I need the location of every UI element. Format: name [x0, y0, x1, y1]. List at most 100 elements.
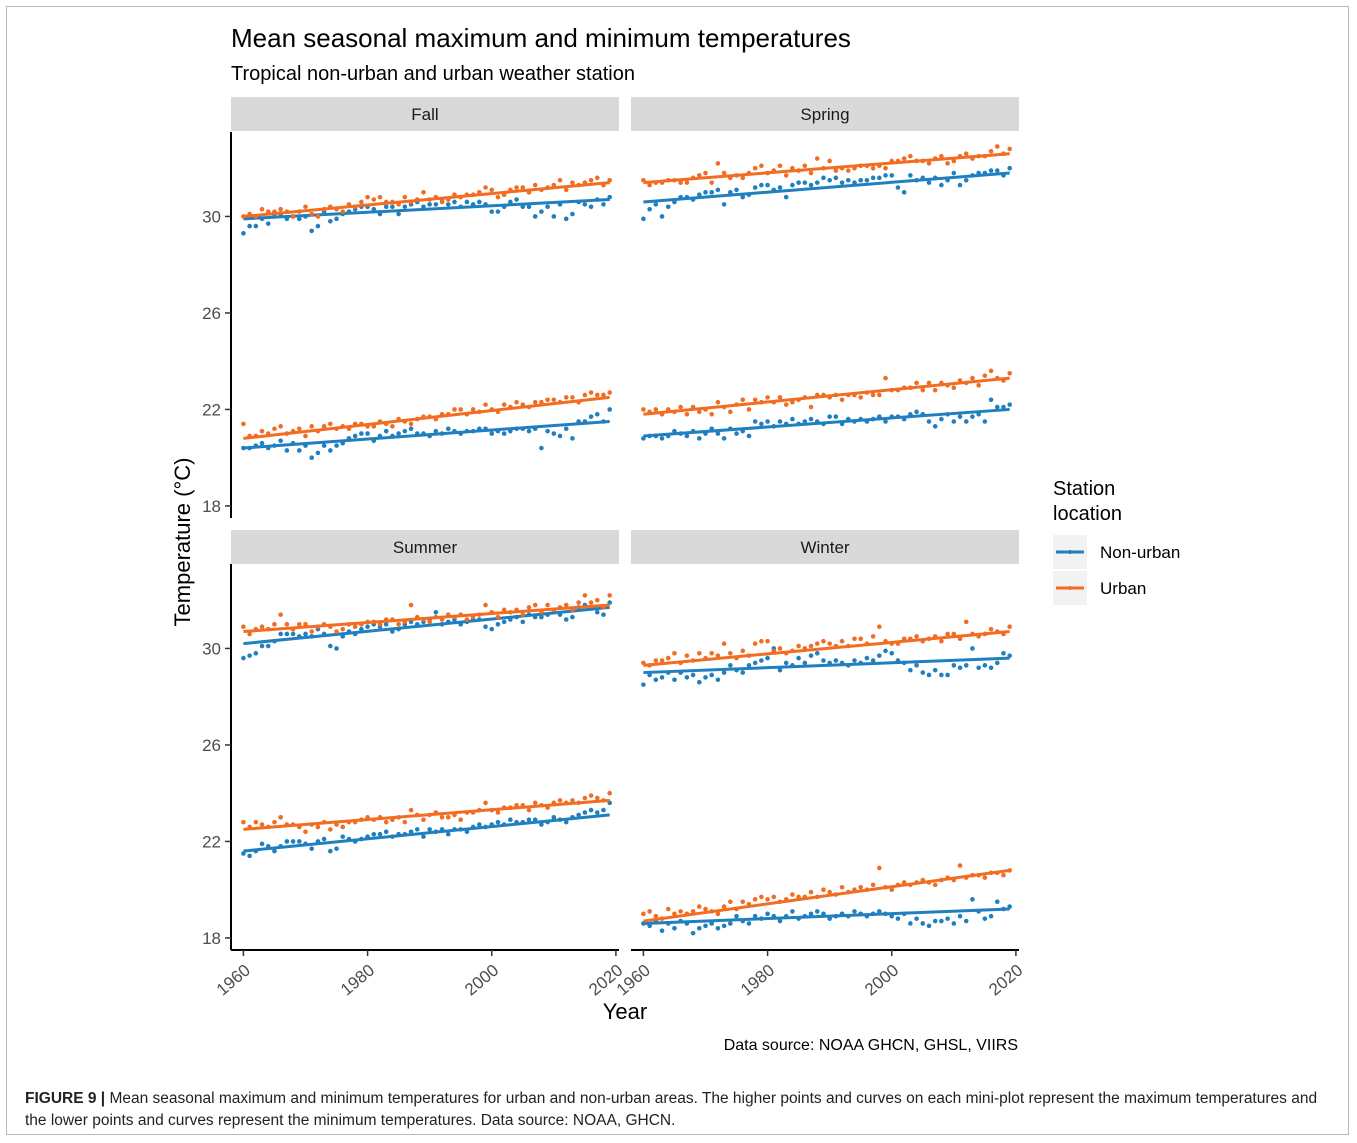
point-fall-non-urban-max-1969: [296, 216, 302, 222]
point-fall-urban-max-2001: [495, 194, 501, 200]
point-summer-urban-min-1974: [328, 827, 333, 832]
point-fall-non-urban-min-2012: [563, 426, 569, 432]
point-winter-non-urban-max-1965: [672, 677, 677, 683]
point-winter-non-urban-min-1977: [746, 921, 752, 926]
point-summer-urban-max-1961: [247, 631, 252, 637]
point-winter-non-urban-max-1989: [821, 658, 826, 663]
point-fall-non-urban-min-1963: [259, 440, 265, 446]
point-winter-non-urban-min-2016: [988, 913, 994, 919]
point-summer-urban-min-1966: [278, 815, 283, 820]
point-winter-non-urban-max-2006: [926, 672, 932, 678]
point-spring-urban-min-2015: [982, 373, 988, 378]
point-fall-non-urban-max-2009: [545, 204, 550, 210]
point-spring-urban-max-1990: [827, 158, 832, 164]
point-summer-non-urban-min-2014: [576, 812, 581, 818]
point-summer-non-urban-min-1990: [427, 827, 432, 832]
legend-label-urban: Urban: [1100, 579, 1146, 598]
y-tick-label-summer-30: 30: [202, 639, 221, 658]
point-spring-non-urban-max-1999: [883, 173, 888, 178]
point-fall-non-urban-min-1986: [402, 428, 408, 434]
point-winter-urban-max-1988: [814, 641, 820, 646]
point-winter-urban-min-1987: [808, 889, 814, 895]
facet-strip-winter: [631, 530, 1019, 564]
point-fall-urban-min-1973: [321, 424, 327, 429]
point-fall-non-urban-max-2008: [539, 209, 544, 214]
point-summer-non-urban-max-2017: [594, 609, 600, 615]
point-fall-urban-min-1974: [328, 421, 333, 427]
point-spring-urban-min-1969: [696, 409, 702, 415]
point-summer-urban-min-1965: [272, 819, 277, 825]
point-fall-urban-min-1960: [241, 421, 246, 427]
point-spring-urban-min-2010: [951, 385, 957, 391]
point-spring-urban-max-1988: [814, 156, 820, 161]
point-winter-urban-min-1962: [653, 913, 659, 919]
point-spring-urban-max-2016: [988, 149, 994, 154]
point-summer-urban-min-2015: [582, 795, 588, 801]
point-summer-urban-max-1996: [464, 617, 470, 622]
trend-line-fall-non-urban-max: [243, 198, 610, 221]
point-winter-non-urban-max-2007: [932, 667, 938, 673]
series-spring-non-urban-max: [641, 165, 1012, 222]
point-spring-non-urban-max-1972: [715, 187, 721, 193]
point-fall-urban-max-2000: [489, 187, 495, 193]
point-spring-non-urban-max-1980: [765, 182, 770, 188]
point-fall-urban-min-1966: [278, 424, 283, 429]
point-winter-non-urban-min-2010: [951, 921, 957, 926]
point-summer-urban-min-2011: [557, 798, 563, 803]
point-spring-non-urban-max-1979: [759, 182, 764, 188]
point-winter-non-urban-max-2011: [957, 665, 963, 671]
point-spring-urban-max-1982: [777, 163, 783, 169]
point-fall-non-urban-max-2012: [563, 216, 569, 222]
point-summer-non-urban-max-2008: [539, 614, 544, 620]
point-spring-non-urban-max-1983: [783, 194, 789, 200]
point-winter-non-urban-max-1998: [877, 653, 882, 658]
point-fall-urban-max-1966: [278, 206, 283, 212]
point-spring-non-urban-max-1988: [814, 180, 820, 185]
point-spring-non-urban-max-1963: [659, 214, 665, 219]
point-spring-urban-min-1997: [870, 392, 876, 398]
point-fall-urban-min-1963: [259, 428, 265, 434]
point-winter-non-urban-max-2014: [976, 665, 981, 671]
legend-label-non-urban: Non-urban: [1100, 543, 1180, 562]
point-summer-urban-min-1999: [483, 800, 488, 806]
point-spring-urban-min-1987: [808, 404, 814, 410]
point-winter-non-urban-min-2008: [939, 918, 944, 924]
point-winter-non-urban-max-2016: [988, 665, 994, 671]
trend-line-summer-urban-max: [243, 603, 610, 634]
point-summer-non-urban-min-1971: [309, 846, 315, 851]
point-summer-urban-max-2006: [526, 605, 532, 610]
point-fall-non-urban-min-1993: [445, 426, 451, 432]
point-fall-urban-max-1981: [371, 197, 377, 202]
point-fall-urban-min-1999: [483, 402, 488, 407]
point-spring-non-urban-max-1984: [790, 182, 795, 188]
facet-spring: Spring: [631, 97, 1019, 441]
point-spring-non-urban-max-2016: [988, 168, 994, 173]
figure-frame: [6, 6, 1349, 1135]
point-fall-urban-min-2018: [601, 392, 606, 398]
point-winter-non-urban-min-2015: [982, 916, 988, 921]
point-fall-urban-min-1984: [390, 424, 395, 429]
point-winter-non-urban-max-1994: [852, 658, 857, 663]
trend-line-spring-non-urban-min: [643, 407, 1010, 438]
point-fall-urban-max-1982: [377, 194, 383, 200]
point-winter-non-urban-max-2013: [970, 646, 975, 651]
point-fall-non-urban-max-1996: [464, 199, 470, 205]
point-spring-non-urban-min-2013: [970, 414, 975, 419]
point-spring-non-urban-max-1961: [647, 206, 652, 212]
point-winter-urban-max-1964: [665, 655, 671, 661]
point-summer-non-urban-min-1982: [377, 831, 383, 837]
point-summer-non-urban-min-2003: [508, 817, 513, 823]
point-summer-non-urban-min-2006: [526, 817, 532, 823]
point-winter-urban-max-1987: [808, 643, 814, 649]
facet-label-winter: Winter: [800, 538, 849, 557]
series-winter-urban-min: [641, 863, 1012, 923]
point-spring-non-urban-max-1970: [703, 190, 708, 195]
point-spring-urban-max-1978: [752, 165, 758, 171]
point-spring-urban-max-1972: [715, 161, 721, 166]
point-spring-non-urban-min-2017: [994, 404, 1000, 410]
point-summer-urban-max-1965: [272, 622, 277, 627]
point-spring-urban-min-1976: [740, 397, 746, 403]
point-fall-non-urban-min-1983: [383, 428, 389, 434]
point-spring-urban-min-2019: [1007, 370, 1012, 376]
point-summer-non-urban-max-1974: [328, 643, 333, 649]
